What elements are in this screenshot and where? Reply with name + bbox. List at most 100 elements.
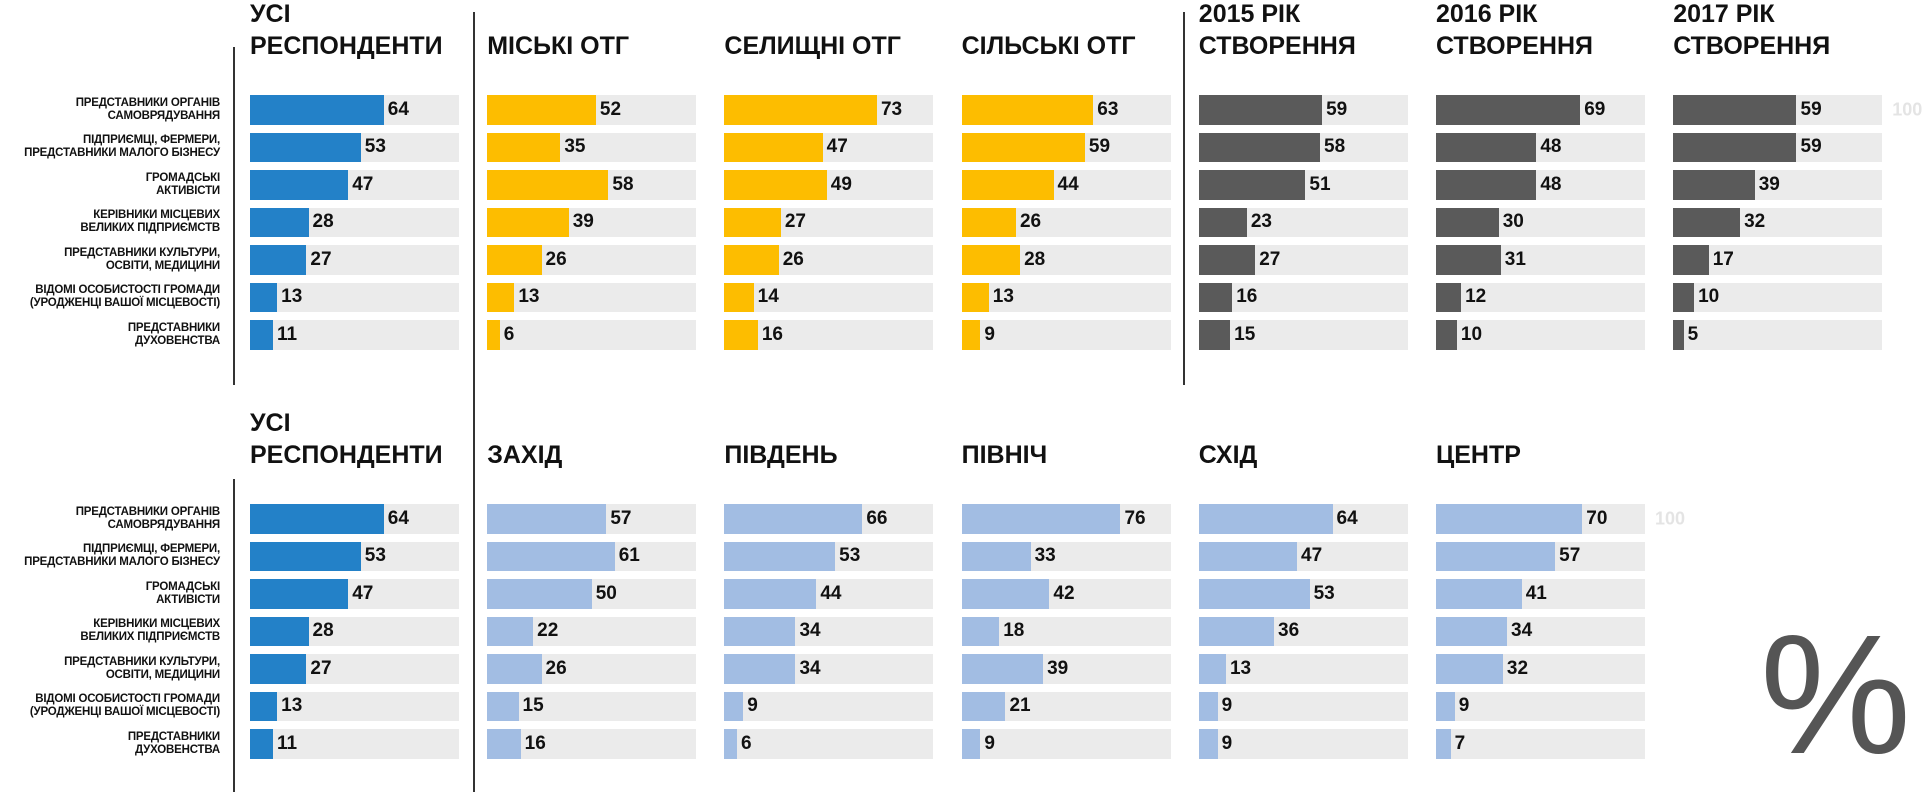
bar [724, 654, 796, 684]
value-label: 73 [880, 98, 903, 120]
bar-track [1436, 320, 1645, 350]
bar [961, 170, 1054, 200]
bar [487, 504, 607, 534]
divider [1183, 12, 1185, 385]
bar-track [724, 282, 934, 312]
bar [487, 245, 542, 275]
value-label: 27 [310, 657, 332, 679]
bar [487, 691, 519, 721]
category-label: ПРЕДСТАВНИКИ ОРГАНІВ САМОВРЯДУВАННЯ [75, 96, 221, 122]
value-label: 26 [545, 657, 567, 679]
value-label: 70 [1586, 507, 1608, 529]
bar [1436, 207, 1499, 237]
value-label: 59 [1088, 136, 1111, 158]
bar [961, 132, 1085, 162]
bar [250, 729, 273, 759]
panel-title: 2015 РІК СТВОРЕННЯ [1198, 0, 1356, 60]
bar-track [1198, 691, 1408, 721]
bar [961, 616, 1000, 646]
category-label: ПРЕДСТАВНИКИ КУЛЬТУРИ, ОСВІТИ, МЕДИЦИНИ [64, 246, 220, 272]
category-label: ПРЕДСТАВНИКИ КУЛЬТУРИ, ОСВІТИ, МЕДИЦИНИ [64, 655, 220, 681]
value-label: 26 [1019, 211, 1042, 233]
bar [724, 320, 758, 350]
value-label: 59 [1800, 136, 1822, 158]
bar [724, 691, 744, 721]
bar [961, 282, 989, 312]
value-label: 9 [747, 695, 758, 717]
bar-track [961, 320, 1171, 350]
bar [1673, 245, 1709, 275]
bar-track [1436, 729, 1645, 759]
bar [487, 654, 542, 684]
bar [1198, 579, 1310, 609]
value-label: 49 [830, 173, 852, 195]
bar-track [724, 320, 934, 350]
bar [250, 541, 361, 571]
bar [724, 504, 863, 534]
bar [961, 654, 1044, 684]
value-label: 9 [1221, 732, 1233, 754]
value-label: 12 [1465, 286, 1487, 308]
bar [250, 691, 278, 721]
bar-track [1436, 282, 1645, 312]
value-label: 15 [522, 695, 544, 717]
value-label: 32 [1744, 211, 1766, 233]
bar [1198, 541, 1298, 571]
bar [487, 320, 500, 350]
value-label: 69 [1584, 98, 1606, 120]
bar [1198, 207, 1247, 237]
bar [1673, 320, 1684, 350]
value-label: 47 [826, 136, 848, 158]
value-label: 27 [1259, 248, 1281, 270]
bar-track [1198, 654, 1408, 684]
bar [1436, 691, 1455, 721]
value-label: 6 [740, 732, 752, 754]
divider [233, 479, 235, 792]
panel-title: ПІВНІЧ [961, 441, 1048, 469]
bar [961, 541, 1031, 571]
bar [1436, 282, 1462, 312]
bar-track [1198, 729, 1408, 759]
value-label: 7 [1454, 732, 1466, 754]
bar [487, 282, 515, 312]
value-label: 14 [757, 286, 779, 308]
value-label: 31 [1504, 248, 1526, 270]
value-label: 22 [537, 620, 559, 642]
value-label: 48 [1540, 136, 1562, 158]
bar [250, 207, 309, 237]
bar [250, 95, 384, 125]
bar [961, 691, 1006, 721]
category-label: ПІДПРИЄМЦІ, ФЕРМЕРИ, ПРЕДСТАВНИКИ МАЛОГО… [24, 134, 220, 160]
scale-max-label: 100 [1655, 508, 1686, 529]
value-label: 48 [1540, 173, 1562, 195]
bar [724, 729, 737, 759]
value-label: 66 [866, 507, 888, 529]
bar [1198, 320, 1231, 350]
bar [250, 245, 307, 275]
value-label: 21 [1009, 695, 1031, 717]
category-label: ПРЕДСТАВНИКИ ДУХОВЕНСТВА [127, 321, 220, 347]
panel-title: 2016 РІК СТВОРЕННЯ [1436, 0, 1594, 60]
bar [961, 95, 1094, 125]
category-label: ГРОМАДСЬКІ АКТИВІСТИ [145, 171, 220, 197]
bar [724, 95, 877, 125]
value-label: 35 [564, 136, 586, 158]
category-label: ПРЕДСТАВНИКИ ОРГАНІВ САМОВРЯДУВАННЯ [75, 505, 221, 531]
value-label: 10 [1460, 323, 1483, 345]
panel-title: ЗАХІД [487, 441, 563, 469]
bar [1198, 616, 1275, 646]
bar [250, 132, 361, 162]
bar [487, 170, 609, 200]
value-label: 64 [387, 98, 409, 120]
value-label: 11 [276, 732, 298, 754]
category-label: КЕРІВНИКИ МІСЦЕВИХ ВЕЛИКИХ ПІДПРИЄМСТВ [80, 209, 220, 235]
bar [1673, 282, 1695, 312]
value-label: 18 [1003, 620, 1025, 642]
bar [724, 245, 779, 275]
value-label: 53 [364, 136, 386, 158]
bar [487, 132, 561, 162]
panel-title: УСІ РЕСПОНДЕНТИ [250, 0, 443, 60]
value-label: 53 [1313, 582, 1335, 604]
category-label: ПРЕДСТАВНИКИ ДУХОВЕНСТВА [127, 730, 220, 756]
